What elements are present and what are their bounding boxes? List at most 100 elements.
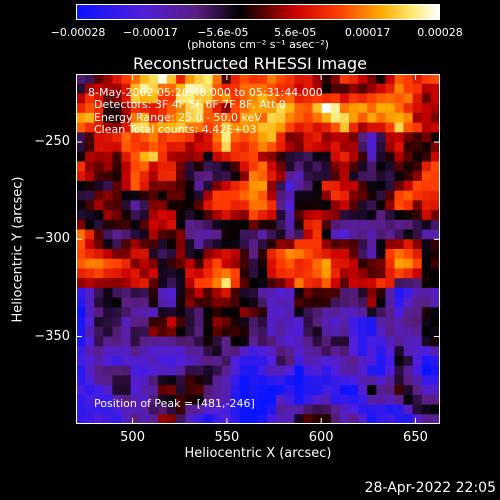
heatmap-cell (303, 142, 314, 153)
heatmap-cell (248, 404, 259, 415)
heatmap-cell (385, 278, 396, 289)
heatmap-cell (403, 326, 414, 338)
heatmap-cell (321, 219, 332, 231)
heatmap-cell (412, 200, 423, 211)
heatmap-cell (167, 394, 177, 406)
heatmap-cell (148, 414, 159, 424)
heatmap-cell (321, 132, 332, 143)
heatmap-cell (303, 83, 314, 95)
heatmap-cell (303, 112, 314, 124)
heatmap-cell (267, 103, 277, 114)
heatmap-cell (403, 394, 414, 406)
heatmap-cell (349, 122, 359, 133)
heatmap-cell (221, 151, 232, 163)
heatmap-cell (385, 83, 396, 95)
heatmap-cell (394, 122, 405, 133)
heatmap-cell (103, 74, 113, 85)
heatmap-cell (312, 287, 323, 299)
heatmap-cell (285, 93, 295, 104)
heatmap-cell (139, 112, 150, 124)
heatmap-cell (267, 210, 277, 221)
heatmap-cell (385, 171, 396, 182)
heatmap-cell (139, 239, 150, 250)
heatmap-cell (230, 239, 241, 250)
heatmap-cell (330, 151, 341, 163)
heatmap-cell (294, 258, 305, 270)
heatmap-cell (94, 375, 104, 386)
heatmap-cell (430, 229, 440, 240)
heatmap-cell (212, 151, 223, 163)
heatmap-cell (248, 142, 259, 153)
heatmap-cell (112, 317, 123, 328)
heatmap-cell (157, 375, 168, 386)
heatmap-cell (312, 74, 323, 85)
heatmap-cell (349, 297, 359, 308)
heatmap-cell (148, 355, 159, 367)
heatmap-cell (412, 83, 423, 95)
heatmap-cell (94, 258, 104, 270)
heatmap-cell (221, 219, 232, 231)
heatmap-cell (339, 132, 350, 143)
heatmap-cell (312, 171, 323, 182)
heatmap-cell (248, 355, 259, 367)
heatmap-cell (121, 112, 132, 124)
heatmap-cell (303, 249, 314, 260)
heatmap-cell (385, 355, 396, 367)
heatmap-cell (112, 326, 123, 338)
heatmap-cell (103, 404, 113, 415)
heatmap-cell (303, 365, 314, 376)
heatmap-cell (85, 287, 95, 299)
colorbar-tick-label: −5.6e-05 (197, 26, 249, 39)
heatmap-cell (303, 161, 314, 172)
heatmap-cell (76, 171, 86, 182)
heatmap-cell (230, 122, 241, 133)
heatmap-cell (167, 83, 177, 95)
heatmap-cell (430, 249, 440, 260)
heatmap-cell (94, 122, 104, 133)
heatmap-cell (185, 93, 195, 104)
heatmap-cell (294, 239, 305, 250)
heatmap-cell (121, 278, 132, 289)
heatmap-cell (130, 190, 141, 201)
heatmap-cell (148, 336, 159, 347)
heatmap-cell (285, 287, 295, 299)
heatmap-cell (376, 132, 386, 143)
heatmap-cell (412, 239, 423, 250)
heatmap-cell (239, 180, 250, 192)
heatmap-cell (139, 229, 150, 240)
heatmap-cell (112, 258, 123, 270)
heatmap-cell (276, 180, 286, 192)
heatmap-cell (394, 307, 405, 318)
heatmap-cell (403, 180, 414, 192)
heatmap-cell (85, 103, 95, 114)
heatmap-cell (194, 307, 204, 318)
heatmap-cell (221, 346, 232, 357)
heatmap-cell (176, 161, 186, 172)
heatmap-cell (176, 103, 186, 114)
heatmap-cell (76, 297, 86, 308)
heatmap-cell (312, 103, 323, 114)
heatmap-cell (157, 317, 168, 328)
heatmap-cell (430, 287, 440, 299)
heatmap-cell (412, 385, 423, 396)
heatmap-cell (221, 258, 232, 270)
heatmap-cell (167, 132, 177, 143)
heatmap-cell (376, 219, 386, 231)
heatmap-cell (367, 74, 377, 85)
heatmap-cell (103, 142, 113, 153)
heatmap-cell (121, 268, 132, 279)
heatmap-cell (112, 210, 123, 221)
heatmap-cell (430, 268, 440, 279)
heatmap-cell (421, 103, 432, 114)
heatmap-cell (285, 317, 295, 328)
heatmap-cell (376, 375, 386, 386)
heatmap-cell (258, 278, 268, 289)
heatmap-cell (148, 346, 159, 357)
heatmap-cell (212, 161, 223, 172)
heatmap-cell (103, 307, 113, 318)
heatmap-cell (276, 394, 286, 406)
heatmap-cell (330, 404, 341, 415)
heatmap-cell (321, 161, 332, 172)
heatmap-cell (376, 404, 386, 415)
heatmap-cell (349, 171, 359, 182)
